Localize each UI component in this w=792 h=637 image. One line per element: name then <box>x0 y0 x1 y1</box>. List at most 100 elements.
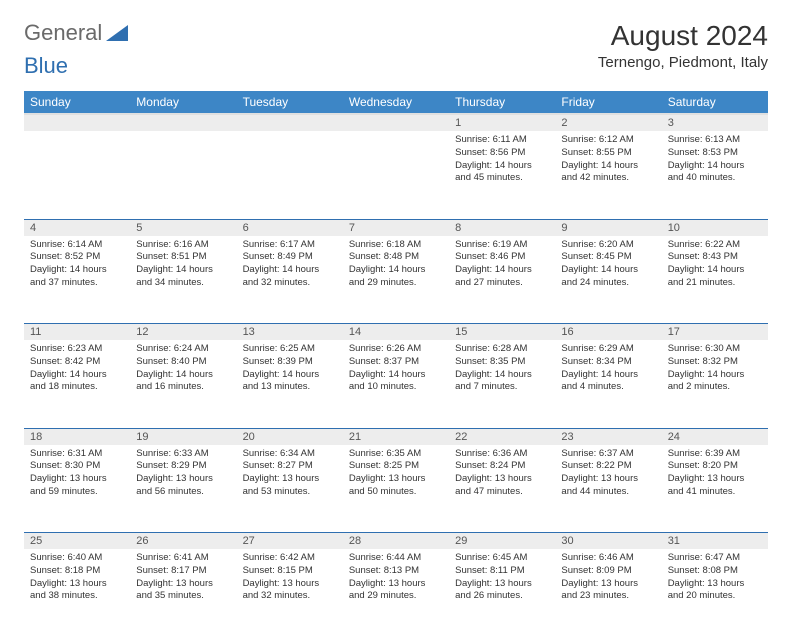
daynum-row: 123 <box>24 114 768 131</box>
day-number-cell: 13 <box>237 324 343 341</box>
daynum-row: 11121314151617 <box>24 324 768 341</box>
day-number-cell: 29 <box>449 533 555 550</box>
day-number-cell: 6 <box>237 219 343 236</box>
day-details: Sunrise: 6:24 AMSunset: 8:40 PMDaylight:… <box>130 340 236 400</box>
day-content-cell: Sunrise: 6:36 AMSunset: 8:24 PMDaylight:… <box>449 445 555 533</box>
day-details: Sunrise: 6:39 AMSunset: 8:20 PMDaylight:… <box>662 445 768 505</box>
day-content-cell: Sunrise: 6:31 AMSunset: 8:30 PMDaylight:… <box>24 445 130 533</box>
day-number: 9 <box>555 220 661 236</box>
week-row: Sunrise: 6:40 AMSunset: 8:18 PMDaylight:… <box>24 549 768 637</box>
day-details: Sunrise: 6:40 AMSunset: 8:18 PMDaylight:… <box>24 549 130 609</box>
day-number-cell <box>130 114 236 131</box>
day-details: Sunrise: 6:29 AMSunset: 8:34 PMDaylight:… <box>555 340 661 400</box>
day-content-cell: Sunrise: 6:26 AMSunset: 8:37 PMDaylight:… <box>343 340 449 428</box>
day-number-cell: 19 <box>130 428 236 445</box>
day-number: 15 <box>449 324 555 340</box>
day-number: 1 <box>449 115 555 131</box>
day-content-cell: Sunrise: 6:37 AMSunset: 8:22 PMDaylight:… <box>555 445 661 533</box>
day-content-cell: Sunrise: 6:41 AMSunset: 8:17 PMDaylight:… <box>130 549 236 637</box>
day-details: Sunrise: 6:31 AMSunset: 8:30 PMDaylight:… <box>24 445 130 505</box>
day-number: 16 <box>555 324 661 340</box>
day-number: 20 <box>237 429 343 445</box>
day-number-cell: 3 <box>662 114 768 131</box>
day-number-cell: 25 <box>24 533 130 550</box>
day-details: Sunrise: 6:23 AMSunset: 8:42 PMDaylight:… <box>24 340 130 400</box>
daynum-row: 18192021222324 <box>24 428 768 445</box>
day-content-cell: Sunrise: 6:35 AMSunset: 8:25 PMDaylight:… <box>343 445 449 533</box>
day-details: Sunrise: 6:16 AMSunset: 8:51 PMDaylight:… <box>130 236 236 296</box>
day-number-cell: 20 <box>237 428 343 445</box>
day-content-cell: Sunrise: 6:28 AMSunset: 8:35 PMDaylight:… <box>449 340 555 428</box>
day-number: 14 <box>343 324 449 340</box>
day-details: Sunrise: 6:19 AMSunset: 8:46 PMDaylight:… <box>449 236 555 296</box>
day-details: Sunrise: 6:22 AMSunset: 8:43 PMDaylight:… <box>662 236 768 296</box>
day-details: Sunrise: 6:44 AMSunset: 8:13 PMDaylight:… <box>343 549 449 609</box>
day-number-cell: 11 <box>24 324 130 341</box>
weekday-header: Wednesday <box>343 91 449 114</box>
day-details: Sunrise: 6:36 AMSunset: 8:24 PMDaylight:… <box>449 445 555 505</box>
day-number-cell: 7 <box>343 219 449 236</box>
weekday-header: Sunday <box>24 91 130 114</box>
day-number-cell: 28 <box>343 533 449 550</box>
week-row: Sunrise: 6:31 AMSunset: 8:30 PMDaylight:… <box>24 445 768 533</box>
day-number-cell: 18 <box>24 428 130 445</box>
day-details: Sunrise: 6:47 AMSunset: 8:08 PMDaylight:… <box>662 549 768 609</box>
weekday-header: Saturday <box>662 91 768 114</box>
day-number: 8 <box>449 220 555 236</box>
day-number: 26 <box>130 533 236 549</box>
day-number-cell <box>343 114 449 131</box>
day-number-cell: 2 <box>555 114 661 131</box>
day-details: Sunrise: 6:46 AMSunset: 8:09 PMDaylight:… <box>555 549 661 609</box>
day-number: 10 <box>662 220 768 236</box>
day-details: Sunrise: 6:45 AMSunset: 8:11 PMDaylight:… <box>449 549 555 609</box>
day-content-cell: Sunrise: 6:25 AMSunset: 8:39 PMDaylight:… <box>237 340 343 428</box>
day-content-cell: Sunrise: 6:12 AMSunset: 8:55 PMDaylight:… <box>555 131 661 219</box>
weekday-header: Tuesday <box>237 91 343 114</box>
day-number: 30 <box>555 533 661 549</box>
day-content-cell <box>130 131 236 219</box>
logo-text-blue: Blue <box>24 53 768 79</box>
day-details: Sunrise: 6:12 AMSunset: 8:55 PMDaylight:… <box>555 131 661 191</box>
day-number-cell: 17 <box>662 324 768 341</box>
day-number: 25 <box>24 533 130 549</box>
day-number-cell: 30 <box>555 533 661 550</box>
day-number-cell: 14 <box>343 324 449 341</box>
day-content-cell: Sunrise: 6:39 AMSunset: 8:20 PMDaylight:… <box>662 445 768 533</box>
day-content-cell: Sunrise: 6:16 AMSunset: 8:51 PMDaylight:… <box>130 236 236 324</box>
day-content-cell: Sunrise: 6:42 AMSunset: 8:15 PMDaylight:… <box>237 549 343 637</box>
day-details: Sunrise: 6:28 AMSunset: 8:35 PMDaylight:… <box>449 340 555 400</box>
day-number-cell: 5 <box>130 219 236 236</box>
day-number-cell: 10 <box>662 219 768 236</box>
day-number-cell: 26 <box>130 533 236 550</box>
day-content-cell: Sunrise: 6:30 AMSunset: 8:32 PMDaylight:… <box>662 340 768 428</box>
day-number: 27 <box>237 533 343 549</box>
day-number-cell: 27 <box>237 533 343 550</box>
weekday-header: Thursday <box>449 91 555 114</box>
day-number: 12 <box>130 324 236 340</box>
day-number: 11 <box>24 324 130 340</box>
day-number: 19 <box>130 429 236 445</box>
weekday-header: Friday <box>555 91 661 114</box>
day-content-cell <box>343 131 449 219</box>
day-content-cell <box>24 131 130 219</box>
day-content-cell: Sunrise: 6:17 AMSunset: 8:49 PMDaylight:… <box>237 236 343 324</box>
day-details: Sunrise: 6:20 AMSunset: 8:45 PMDaylight:… <box>555 236 661 296</box>
daynum-row: 25262728293031 <box>24 533 768 550</box>
day-number: 18 <box>24 429 130 445</box>
day-content-cell: Sunrise: 6:45 AMSunset: 8:11 PMDaylight:… <box>449 549 555 637</box>
day-content-cell <box>237 131 343 219</box>
day-number-cell: 24 <box>662 428 768 445</box>
day-content-cell: Sunrise: 6:19 AMSunset: 8:46 PMDaylight:… <box>449 236 555 324</box>
day-content-cell: Sunrise: 6:22 AMSunset: 8:43 PMDaylight:… <box>662 236 768 324</box>
day-details: Sunrise: 6:33 AMSunset: 8:29 PMDaylight:… <box>130 445 236 505</box>
day-details: Sunrise: 6:42 AMSunset: 8:15 PMDaylight:… <box>237 549 343 609</box>
day-details: Sunrise: 6:14 AMSunset: 8:52 PMDaylight:… <box>24 236 130 296</box>
day-number: 2 <box>555 115 661 131</box>
month-title: August 2024 <box>598 20 768 52</box>
day-details: Sunrise: 6:17 AMSunset: 8:49 PMDaylight:… <box>237 236 343 296</box>
day-number-cell <box>237 114 343 131</box>
day-number-cell: 1 <box>449 114 555 131</box>
day-number: 5 <box>130 220 236 236</box>
day-number-cell: 21 <box>343 428 449 445</box>
day-content-cell: Sunrise: 6:29 AMSunset: 8:34 PMDaylight:… <box>555 340 661 428</box>
